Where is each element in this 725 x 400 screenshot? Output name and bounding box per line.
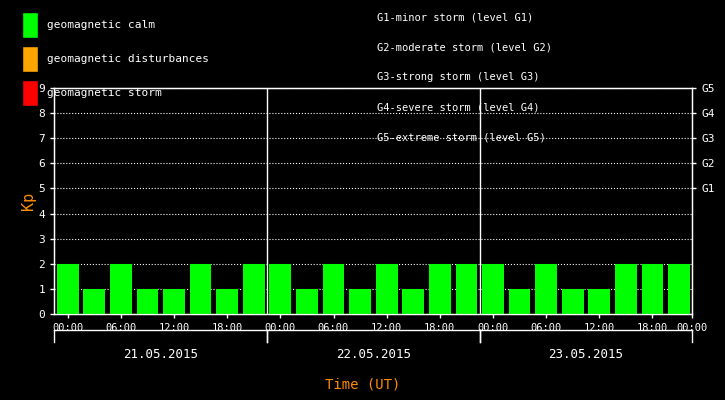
Bar xyxy=(110,264,132,314)
Bar xyxy=(83,289,105,314)
Bar xyxy=(509,289,531,314)
Bar xyxy=(216,289,238,314)
Bar xyxy=(57,264,78,314)
Bar xyxy=(349,289,371,314)
Bar xyxy=(190,264,212,314)
Text: geomagnetic storm: geomagnetic storm xyxy=(47,88,162,98)
Bar xyxy=(402,289,424,314)
Text: 23.05.2015: 23.05.2015 xyxy=(549,348,624,360)
Bar xyxy=(482,264,504,314)
Y-axis label: Kp: Kp xyxy=(21,192,36,210)
Text: geomagnetic calm: geomagnetic calm xyxy=(47,20,155,30)
Bar xyxy=(562,289,584,314)
Bar xyxy=(296,289,318,314)
Text: Time (UT): Time (UT) xyxy=(325,378,400,392)
Bar xyxy=(535,264,557,314)
Bar xyxy=(668,264,690,314)
Bar xyxy=(429,264,451,314)
Text: G3-strong storm (level G3): G3-strong storm (level G3) xyxy=(377,72,539,82)
Bar xyxy=(270,264,291,314)
Bar xyxy=(376,264,397,314)
Bar xyxy=(136,289,158,314)
Text: G4-severe storm (level G4): G4-severe storm (level G4) xyxy=(377,102,539,112)
Bar xyxy=(615,264,637,314)
Text: 21.05.2015: 21.05.2015 xyxy=(123,348,198,360)
Text: G1-minor storm (level G1): G1-minor storm (level G1) xyxy=(377,12,534,22)
Bar xyxy=(243,264,265,314)
Text: geomagnetic disturbances: geomagnetic disturbances xyxy=(47,54,209,64)
Bar xyxy=(589,289,610,314)
Bar xyxy=(455,264,477,314)
Bar xyxy=(642,264,663,314)
Text: G2-moderate storm (level G2): G2-moderate storm (level G2) xyxy=(377,42,552,52)
Text: 22.05.2015: 22.05.2015 xyxy=(336,348,411,360)
Bar xyxy=(163,289,185,314)
Text: G5-extreme storm (level G5): G5-extreme storm (level G5) xyxy=(377,132,546,142)
Bar xyxy=(323,264,344,314)
